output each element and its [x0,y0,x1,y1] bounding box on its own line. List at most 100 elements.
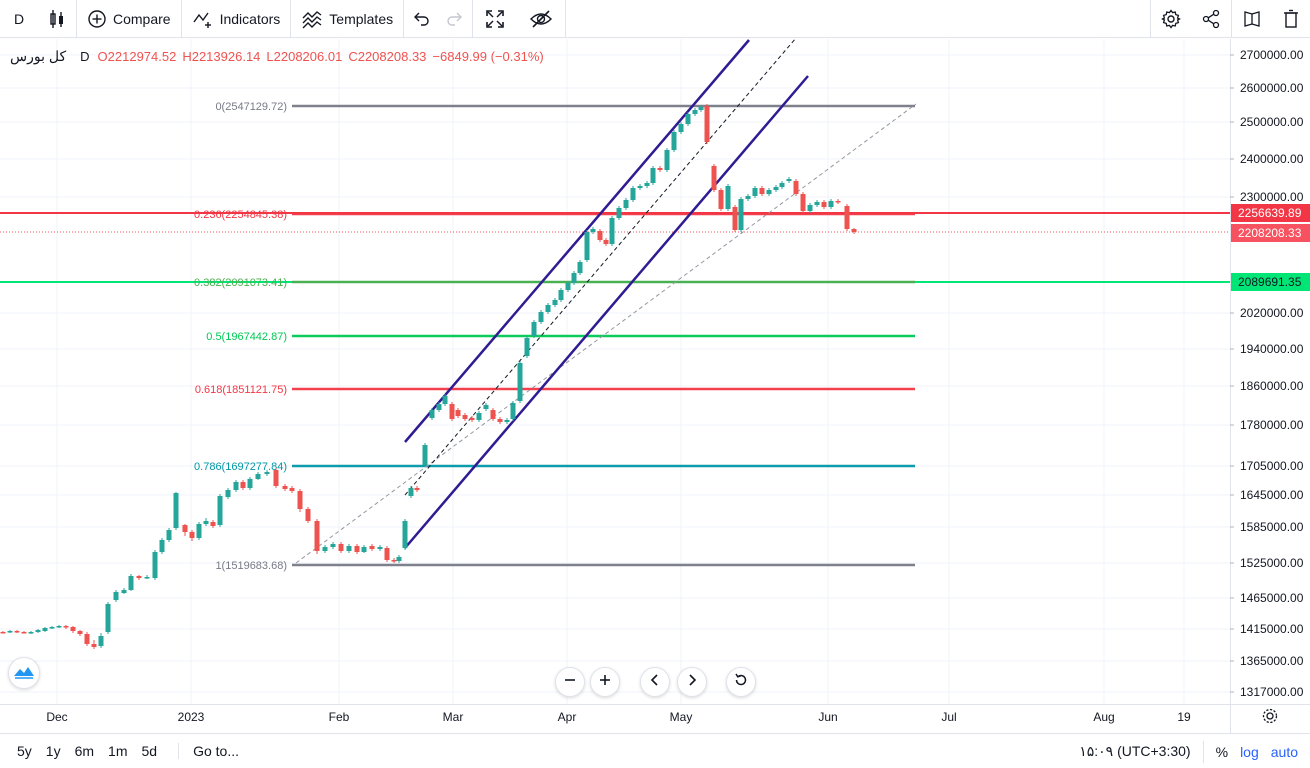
price-tick-label: 2500000.00 [1240,115,1304,129]
price-chart[interactable]: 2700000.00 2600000.00 2500000.00 2400000.00… [0,39,1310,733]
candle-body [338,544,344,551]
price-tick-label: 1415000.00 [1240,622,1304,636]
fib-level-label: 0.236(2254845.38) [194,209,287,221]
toolbar-divider [565,0,567,38]
goto-button[interactable]: Go to... [178,743,239,759]
redo-button[interactable] [438,0,472,38]
legend-symbol[interactable]: کل بورس [10,48,67,64]
price-tick-label: 1465000.00 [1240,591,1304,605]
reset-icon [733,672,749,693]
range-1y-button[interactable]: 1y [45,743,61,759]
fullscreen-button[interactable] [473,0,517,38]
candle-body [203,521,209,524]
candle-body [644,183,650,186]
log-toggle[interactable]: log [1240,743,1259,760]
price-tick-label: 2700000.00 [1240,48,1304,62]
toolbar-divider [472,0,474,38]
compare-button[interactable]: Compare [77,0,181,38]
candle-body [377,547,383,549]
candle-body [70,627,76,631]
snapshot-button[interactable] [1232,0,1272,38]
time-tick-label: Dec [46,710,67,724]
time-tick-label: Jun [818,710,837,724]
legend-open: O2212974.52 [97,49,177,64]
candle-body [718,190,724,209]
percent-toggle[interactable]: % [1215,743,1229,760]
candle-body [773,187,779,190]
toolbar-divider [290,0,292,38]
candle-body [255,474,261,479]
scroll-left-button[interactable] [640,667,670,697]
candle-body [745,196,751,199]
candle-body [650,168,656,183]
price-tick-label: 1365000.00 [1240,654,1304,668]
time-tick-label: Apr [558,710,577,724]
chart-pane[interactable]: 2700000.00 2600000.00 2500000.00 2400000.00… [0,39,1310,733]
candle-body [597,231,603,240]
candle-body [531,322,537,336]
channel-upper-line [404,39,750,443]
candle-body [0,632,6,634]
indicators-button[interactable]: Indicators [182,0,291,38]
gear-icon [1161,9,1181,29]
candle-body [664,150,670,170]
candle-body [217,496,223,525]
share-button[interactable] [1191,0,1231,38]
eye-off-icon [529,9,553,29]
candle-body [552,300,558,305]
candle-body [210,522,216,526]
price-tag-last: 2208208.33 [1231,224,1310,242]
delete-button[interactable] [1272,0,1310,38]
candle-body [113,592,119,600]
price-tag-alert: 2256639.89 [1231,204,1310,222]
fullscreen-icon [485,9,505,29]
range-1m-button[interactable]: 1m [108,743,128,759]
candle-body [462,415,468,419]
settings-button[interactable] [1151,0,1191,38]
indicators-icon [192,9,214,29]
time-tick-label: 2023 [178,710,205,724]
candle-body [322,547,328,551]
minus-icon [563,673,577,692]
candle-body [28,632,34,634]
candle-body [490,410,496,419]
bottom-toolbar: 5y 1y 6m 1m 5d Go to... ۱۵:۰۹ (UTC+3:30)… [0,733,1310,768]
candle-body [196,524,202,538]
symbol-short: D [13,10,25,27]
candle-body [584,232,590,260]
candle-body [14,631,20,633]
range-5y-button[interactable]: 5y [17,743,32,759]
hide-drawings-button[interactable] [517,0,565,38]
candle-body [800,194,806,211]
range-5d-button[interactable]: 5d [141,743,158,759]
candle-body [128,576,134,590]
candle-body [442,396,448,404]
time-tick-label: Jul [941,710,956,724]
zoom-in-button[interactable] [590,667,620,697]
candle-body [369,546,375,549]
undo-button[interactable] [404,0,438,38]
range-6m-button[interactable]: 6m [74,743,95,759]
candle-body [42,628,48,631]
reset-chart-button[interactable] [726,667,756,697]
price-tick-label: 1317000.00 [1240,685,1304,699]
bottom-divider [1202,740,1204,763]
zoom-out-button[interactable] [555,667,585,697]
fib-level-label: 0.382(2091073.41) [194,277,287,289]
symbol-button[interactable]: D [0,0,38,38]
tradingview-logo[interactable] [8,657,40,689]
candle-body [159,540,165,552]
candle-body [105,604,111,632]
candle-body [828,201,834,207]
templates-button[interactable]: Templates [291,0,403,38]
plus-circle-icon [87,9,107,29]
candle-body [173,493,179,528]
timezone-clock[interactable]: ۱۵:۰۹ (UTC+3:30) [1079,743,1191,759]
scroll-right-button[interactable] [677,667,707,697]
top-toolbar: D Compare Indicators Templates [0,0,1310,38]
price-tick-label: 1705000.00 [1240,459,1304,473]
toolbar-right [1150,0,1310,38]
chart-type-button[interactable] [38,0,76,38]
auto-toggle[interactable]: auto [1270,743,1298,760]
axis-settings-icon [1266,712,1274,720]
